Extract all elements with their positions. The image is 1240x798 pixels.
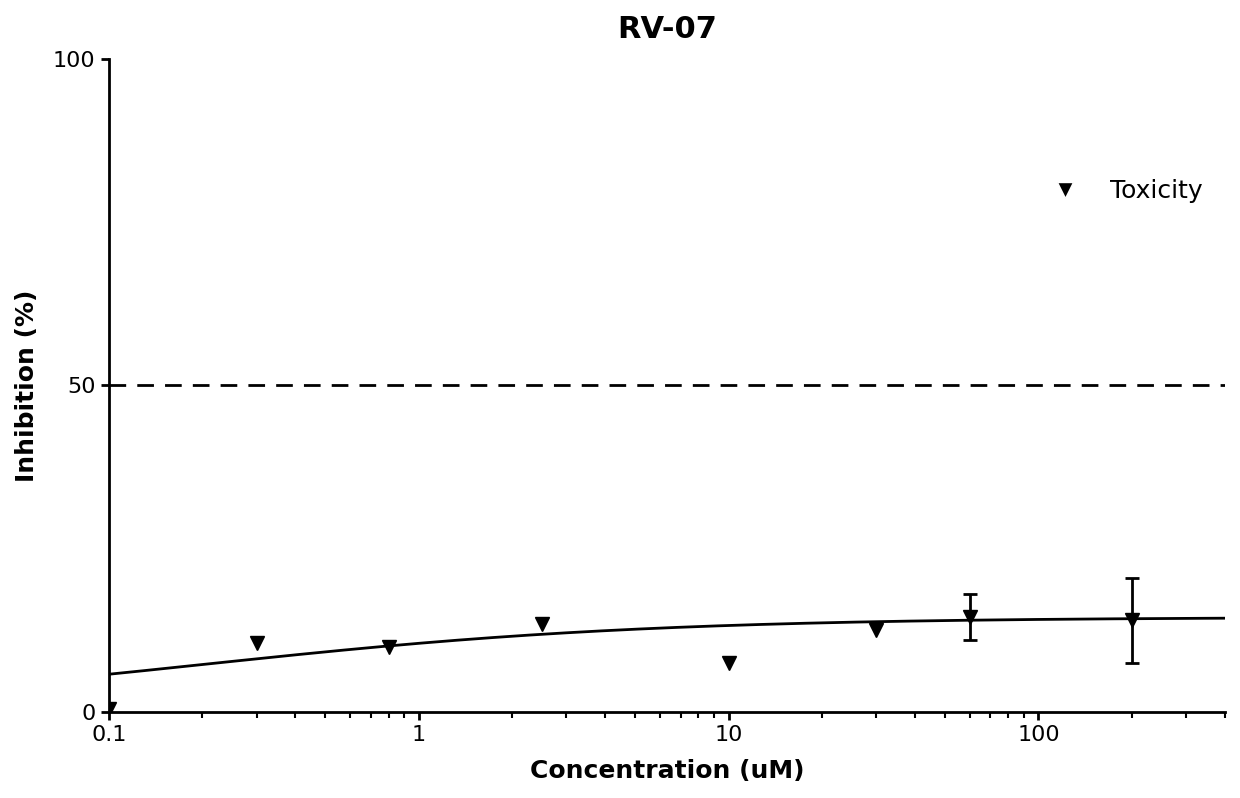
X-axis label: Concentration (uM): Concentration (uM) [529,759,804,783]
Y-axis label: Inhibition (%): Inhibition (%) [15,289,38,481]
Title: RV-07: RV-07 [618,15,717,44]
Legend: Toxicity: Toxicity [1030,169,1213,213]
